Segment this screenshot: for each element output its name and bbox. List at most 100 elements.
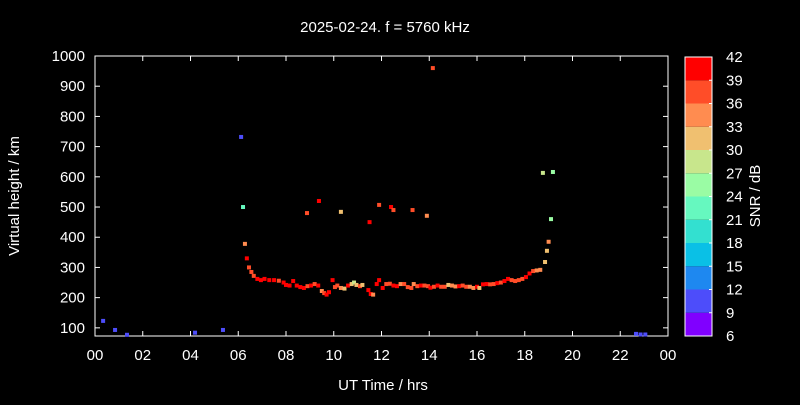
- colorbar-segment: [685, 312, 712, 336]
- data-point: [395, 284, 400, 289]
- data-point: [324, 292, 329, 297]
- data-point: [538, 267, 543, 272]
- data-point: [544, 248, 549, 253]
- data-point: [124, 332, 129, 337]
- data-point: [502, 279, 507, 284]
- data-point: [402, 282, 407, 287]
- data-point: [495, 281, 500, 286]
- colorbar-segment: [685, 57, 712, 81]
- data-point: [316, 198, 321, 203]
- x-tick-label: 10: [325, 347, 342, 364]
- data-point: [549, 217, 554, 222]
- chart-title: 2025-02-24. f = 5760 kHz: [300, 19, 470, 36]
- data-point: [520, 276, 525, 281]
- colorbar-segment: [685, 289, 712, 313]
- data-point: [220, 327, 225, 332]
- data-point: [249, 269, 254, 274]
- data-point: [435, 283, 440, 288]
- colorbar: 6 9 12 15 18 21 24 27 30 33 36 39 42: [684, 49, 743, 345]
- colorbar-tick-label: 12: [726, 282, 743, 299]
- data-point: [371, 292, 376, 297]
- data-point: [316, 283, 321, 288]
- data-point: [267, 278, 272, 283]
- y-axis-label: Virtual height / km: [6, 136, 23, 256]
- data-point: [488, 282, 493, 287]
- data-point: [241, 205, 246, 210]
- data-point: [354, 282, 359, 287]
- colorbar-label: SNR / dB: [747, 165, 764, 228]
- data-point: [398, 282, 403, 287]
- data-point: [424, 213, 429, 218]
- data-point: [643, 332, 648, 337]
- data-point: [449, 283, 454, 288]
- data-point: [358, 284, 363, 289]
- data-point: [480, 282, 485, 287]
- data-point: [346, 283, 351, 288]
- data-point: [410, 208, 415, 213]
- data-point: [366, 288, 371, 293]
- data-point: [415, 284, 420, 289]
- x-axis-label: UT Time / hrs: [338, 377, 428, 394]
- x-tick-label: 20: [564, 347, 581, 364]
- data-point: [301, 285, 306, 290]
- x-tick-label: 08: [278, 347, 295, 364]
- data-point: [540, 170, 545, 175]
- colorbar-tick-label: 15: [726, 258, 743, 275]
- data-point: [527, 271, 532, 276]
- data-point: [634, 331, 639, 336]
- colorbar-segment: [685, 196, 712, 220]
- data-point: [484, 282, 489, 287]
- data-point: [516, 278, 521, 283]
- x-tick-label: 14: [421, 347, 438, 364]
- data-point: [418, 283, 423, 288]
- data-point: [287, 283, 292, 288]
- data-point: [262, 276, 267, 281]
- data-point: [498, 280, 503, 285]
- data-point: [534, 268, 539, 273]
- colorbar-segment: [685, 126, 712, 150]
- data-point: [442, 284, 447, 289]
- data-point: [405, 285, 410, 290]
- data-point: [338, 285, 343, 290]
- data-point: [391, 283, 396, 288]
- data-point: [239, 134, 244, 139]
- data-point: [387, 281, 392, 286]
- colorbar-segment: [685, 103, 712, 127]
- data-point: [251, 273, 256, 278]
- data-point: [101, 318, 106, 323]
- data-point: [446, 282, 451, 287]
- data-point: [246, 265, 251, 270]
- x-tick-label: 16: [469, 347, 486, 364]
- y-tick-label: 400: [60, 229, 85, 246]
- data-point: [430, 66, 435, 71]
- colorbar-tick-label: 36: [726, 96, 743, 113]
- data-point: [550, 169, 555, 174]
- data-point: [305, 211, 310, 216]
- data-point: [272, 278, 277, 283]
- data-point: [312, 282, 317, 287]
- data-point: [352, 280, 357, 285]
- data-point: [457, 284, 462, 289]
- data-point: [409, 285, 414, 290]
- y-tick-label: 500: [60, 199, 85, 216]
- y-tick-label: 700: [60, 139, 85, 156]
- data-point: [113, 327, 118, 332]
- data-point: [367, 220, 372, 225]
- x-tick-label: 06: [230, 347, 247, 364]
- x-tick-label: 22: [612, 347, 629, 364]
- data-point: [193, 330, 198, 335]
- data-point: [426, 284, 431, 289]
- data-point: [291, 279, 296, 284]
- data-point: [255, 276, 260, 281]
- x-tick-label: 12: [373, 347, 390, 364]
- y-axis: 100 200 300 400 500 600 700 800 900 1000: [52, 48, 668, 337]
- data-point: [332, 285, 337, 290]
- colorbar-tick-label: 33: [726, 119, 743, 136]
- colorbar-tick-label: 27: [726, 165, 743, 182]
- data-point: [471, 285, 476, 290]
- data-point: [319, 288, 324, 293]
- data-point: [305, 284, 310, 289]
- x-tick-label: 00: [660, 347, 677, 364]
- data-point: [491, 282, 496, 287]
- data-point: [428, 285, 433, 290]
